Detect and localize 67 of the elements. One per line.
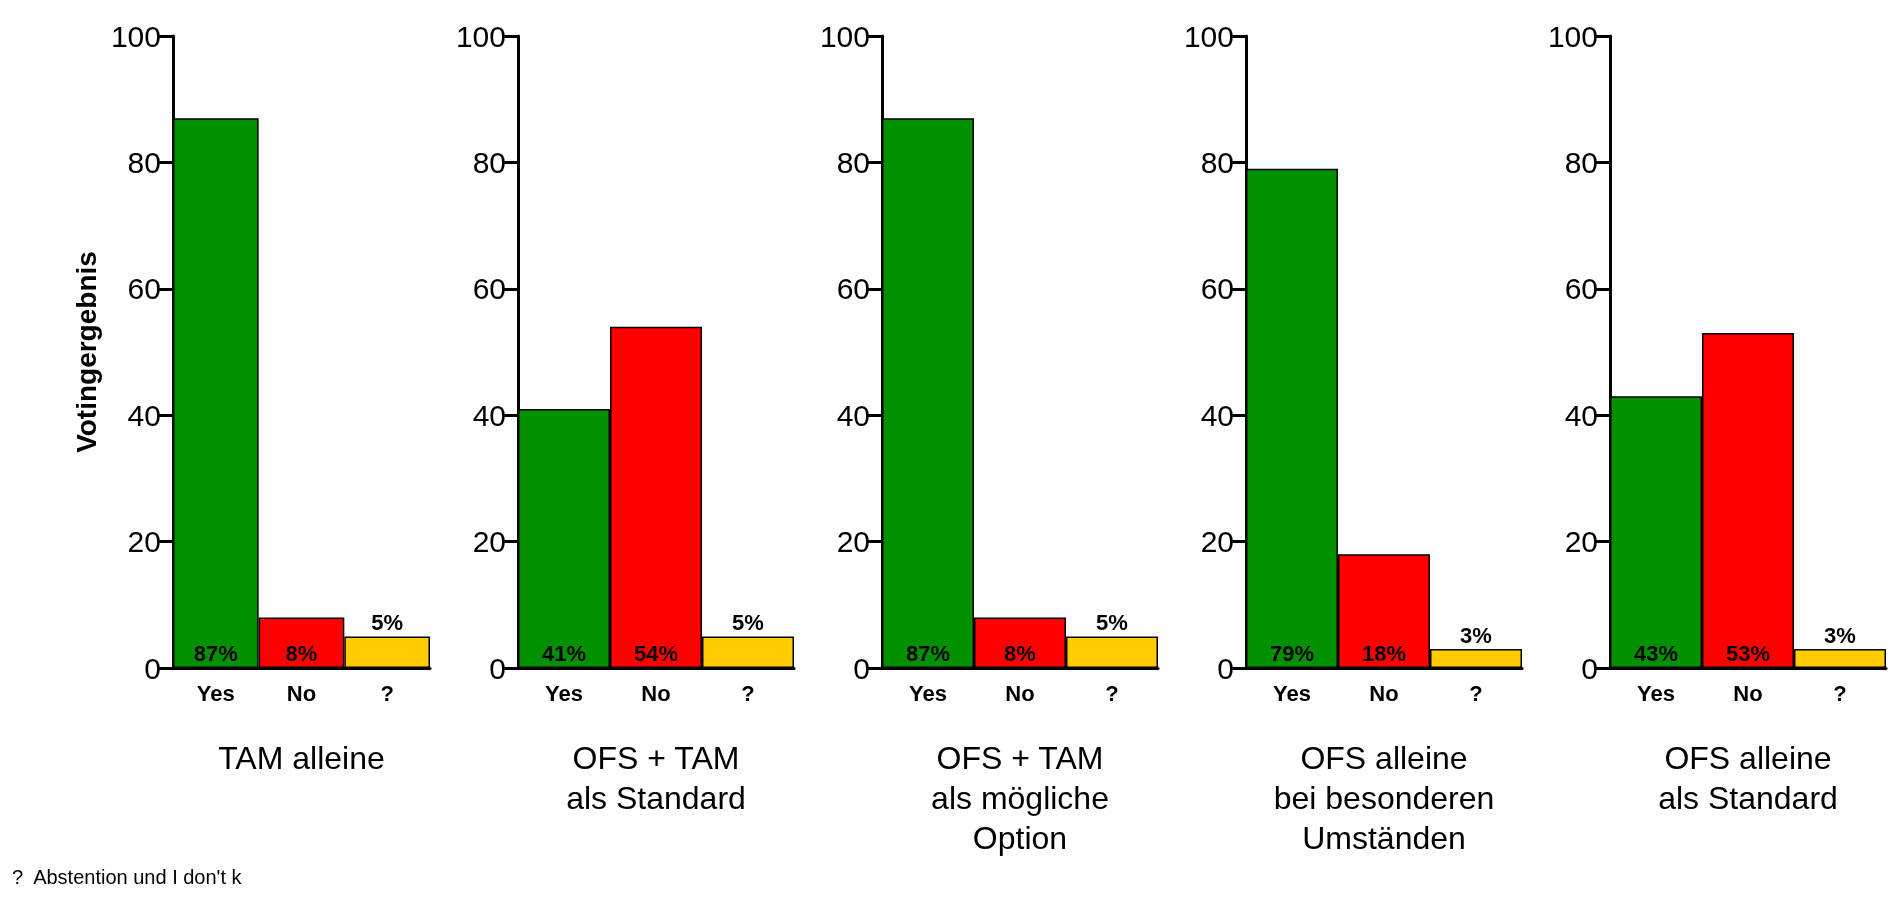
x-tick-label: No [1733,680,1763,706]
x-tick-label: No [286,680,317,706]
x-axis-title: OFS + TAM als mögliche Option [931,740,1109,856]
y-tick-label: 80 [1564,145,1598,179]
x-axis-title: TAM alleine [218,740,385,776]
x-tick-label: No [641,680,671,706]
data-label: 8% [1004,640,1036,666]
y-tick-label: 40 [1200,398,1234,432]
data-label: 3% [1460,622,1492,648]
y-tick-label: 60 [836,272,870,306]
y-tick-label: 60 [1200,272,1234,306]
x-tick-label: ? [741,680,755,706]
y-tick-label: 0 [1217,651,1234,685]
x-tick-label: No [1005,680,1035,706]
y-tick-label: 0 [144,651,161,685]
x-tick-label: ? [1833,680,1847,706]
y-tick-label: 20 [1200,525,1234,559]
y-tick-label: 40 [836,398,870,432]
y-tick-label: 60 [127,272,161,306]
y-tick-label: 80 [1200,145,1234,179]
y-tick-label: 100 [455,19,506,53]
y-tick-label: 40 [127,398,161,432]
x-tick-label: ? [380,680,394,706]
data-label: 8% [285,640,318,666]
x-axis-title: OFS alleine bei besonderen Umständen [1273,740,1495,856]
y-tick-label: 80 [472,145,506,179]
x-tick-label: Yes [1273,680,1311,706]
data-label: 5% [1096,609,1128,635]
text: ? Abstention und I don't k [12,866,242,889]
y-tick-label: 100 [110,19,161,53]
x-axis-title: OFS + TAM als Standard [566,740,746,816]
y-tick-label: 0 [853,651,870,685]
y-tick-label: 20 [836,525,870,559]
data-label: 79% [1269,640,1315,666]
data-label: 87% [193,640,238,666]
x-tick-label: ? [1469,680,1483,706]
y-tick-label: 0 [1581,651,1598,685]
x-tick-label: Yes [545,680,583,706]
x-tick-label: Yes [196,680,235,706]
data-label: 53% [1725,640,1771,666]
x-tick-label: Yes [1637,680,1675,706]
data-label: 18% [1361,640,1407,666]
x-tick-label: Yes [909,680,947,706]
data-label: 5% [732,609,764,635]
y-tick-label: 80 [836,145,870,179]
y-tick-label: 20 [1564,525,1598,559]
data-label: 3% [1824,622,1856,648]
y-tick-label: 60 [472,272,506,306]
y-tick-label: 20 [472,525,506,559]
y-tick-label: 100 [819,19,870,53]
y-tick-label: 40 [1564,398,1598,432]
data-label: 87% [905,640,951,666]
x-tick-label: ? [1105,680,1119,706]
data-label: 54% [633,640,679,666]
y-tick-label: 60 [1564,272,1598,306]
data-label: 5% [371,609,404,635]
data-label: 41% [541,640,587,666]
y-tick-label: 0 [489,651,506,685]
y-tick-label: 80 [127,145,161,179]
x-tick-label: No [1369,680,1399,706]
y-tick-label: 40 [472,398,506,432]
data-label: 43% [1633,640,1679,666]
y-tick-label: 20 [127,525,161,559]
y-axis-title: Votingergebnis [70,251,102,453]
x-axis-title: OFS alleine als Standard [1658,740,1838,816]
y-tick-label: 100 [1547,19,1598,53]
y-tick-label: 100 [1183,19,1234,53]
